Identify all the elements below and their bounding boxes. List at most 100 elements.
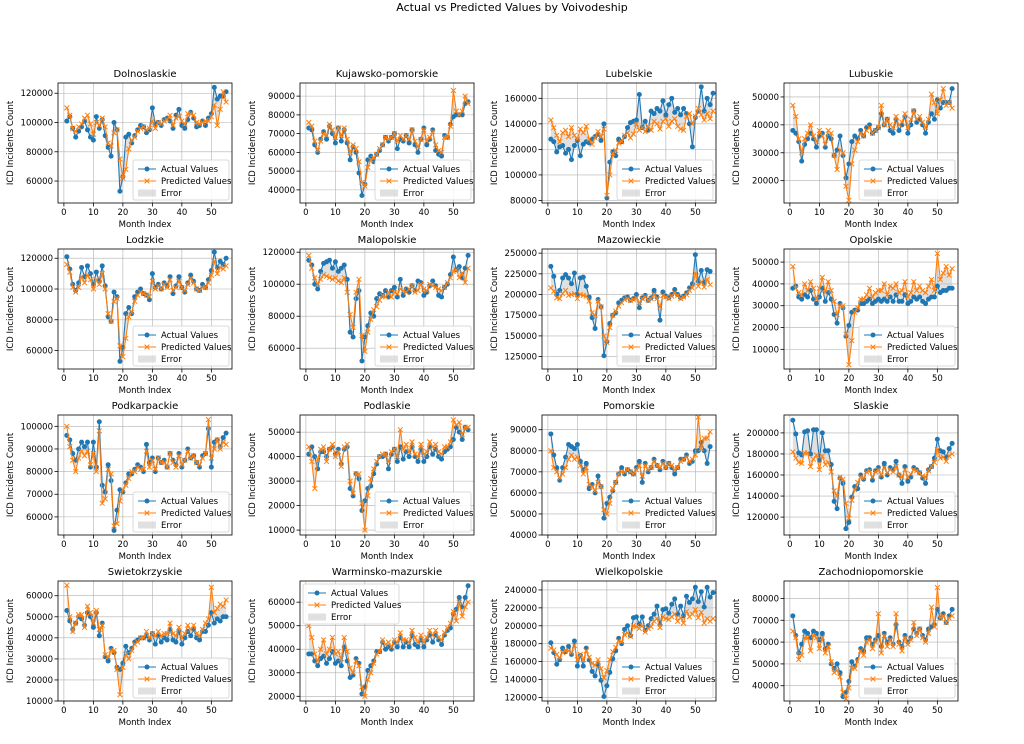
predicted-point <box>338 132 345 139</box>
x-tick-label: 20 <box>843 540 854 550</box>
predicted-point <box>828 658 834 665</box>
predicted-point <box>134 639 141 645</box>
predicted-point <box>902 278 908 285</box>
predicted-point <box>592 312 598 318</box>
predicted-point <box>548 645 554 651</box>
predicted-point <box>329 634 336 641</box>
x-tick-label: 40 <box>176 374 187 384</box>
predicted-point <box>707 429 713 435</box>
legend-error-swatch <box>380 189 398 197</box>
actual-point <box>825 448 831 454</box>
predicted-point <box>167 450 173 457</box>
predicted-point <box>105 310 111 317</box>
predicted-point <box>881 122 888 128</box>
y-tick-label: 50000 <box>752 258 779 268</box>
predicted-point <box>931 99 938 106</box>
predicted-point <box>409 283 415 289</box>
predicted-point <box>117 691 123 698</box>
predicted-point <box>438 451 445 457</box>
y-tick-label: 200000 <box>505 622 537 632</box>
y-tick-label: 60000 <box>268 148 295 158</box>
predicted-point <box>677 126 684 132</box>
predicted-point <box>834 667 840 674</box>
legend-box <box>616 491 714 533</box>
predicted-point <box>654 295 660 302</box>
predicted-point <box>149 278 156 285</box>
actual-point <box>344 276 350 282</box>
actual-point <box>73 134 79 140</box>
actual-point <box>595 473 601 479</box>
y-tick-label: 70000 <box>510 468 537 478</box>
predicted-point <box>137 289 144 295</box>
predicted-point <box>790 102 796 109</box>
actual-point <box>96 633 102 639</box>
y-tick-label: 140000 <box>505 676 537 686</box>
predicted-point <box>846 361 852 368</box>
predicted-point <box>943 263 949 270</box>
actual-point <box>834 506 840 512</box>
legend-predicted-marker <box>870 178 876 184</box>
actual-point <box>639 614 645 620</box>
predicted-point <box>114 127 120 133</box>
actual-point <box>710 90 716 96</box>
predicted-point <box>793 455 799 461</box>
y-tick-label: 30000 <box>26 655 53 665</box>
actual-point <box>828 461 834 467</box>
predicted-point <box>205 416 212 423</box>
predicted-point <box>400 287 406 294</box>
actual-point <box>332 140 338 146</box>
predicted-point <box>217 601 223 607</box>
predicted-point <box>444 444 451 450</box>
predicted-point <box>831 488 837 494</box>
actual-point <box>896 127 902 133</box>
actual-point <box>940 449 946 455</box>
actual-point <box>338 265 344 271</box>
predicted-point <box>306 252 312 259</box>
predicted-point <box>123 166 129 173</box>
predicted-point <box>424 138 430 144</box>
y-tick-label: 10000 <box>268 526 295 536</box>
predicted-point <box>214 605 221 612</box>
predicted-point <box>217 264 223 271</box>
predicted-point <box>126 656 132 662</box>
x-tick-label: 30 <box>873 540 884 550</box>
y-tick-label: 20000 <box>752 177 779 187</box>
x-tick-label: 10 <box>572 208 583 218</box>
actual-point <box>143 441 149 447</box>
predicted-point <box>385 136 392 143</box>
legend-label: Actual Values <box>887 663 945 673</box>
predicted-point <box>182 457 188 464</box>
predicted-point <box>843 331 849 337</box>
predicted-point <box>72 620 79 626</box>
actual-point <box>117 358 123 364</box>
actual-point <box>315 466 321 472</box>
legend: Actual Values Predicted Values Error <box>858 491 958 533</box>
predicted-point <box>373 303 380 310</box>
x-tick-label: 10 <box>330 374 341 384</box>
axes-frame <box>783 248 959 370</box>
legend-label: Predicted Values <box>331 601 402 611</box>
x-tick-label: 0 <box>303 540 308 550</box>
predicted-point <box>911 466 917 473</box>
actual-point <box>805 294 811 300</box>
predicted-point <box>896 641 902 648</box>
predicted-point <box>840 476 846 482</box>
predicted-point <box>852 147 858 153</box>
actual-point <box>923 480 929 486</box>
predicted-point <box>78 448 85 454</box>
predicted-point <box>379 637 386 643</box>
predicted-point <box>651 291 657 298</box>
predicted-point <box>353 145 359 152</box>
actual-point <box>663 606 669 612</box>
predicted-point <box>438 149 445 156</box>
actual-point <box>350 334 356 340</box>
subplot-title: Mazowieckie <box>597 235 660 246</box>
actual-point <box>793 130 799 136</box>
predicted-point <box>795 289 802 296</box>
actual-point <box>663 112 669 118</box>
predicted-point <box>946 615 952 621</box>
y-axis-label: ICD Incidents Count <box>248 100 258 185</box>
predicted-point <box>347 311 353 318</box>
predicted-point <box>565 456 572 462</box>
x-axis-label: Month Index <box>119 386 172 396</box>
